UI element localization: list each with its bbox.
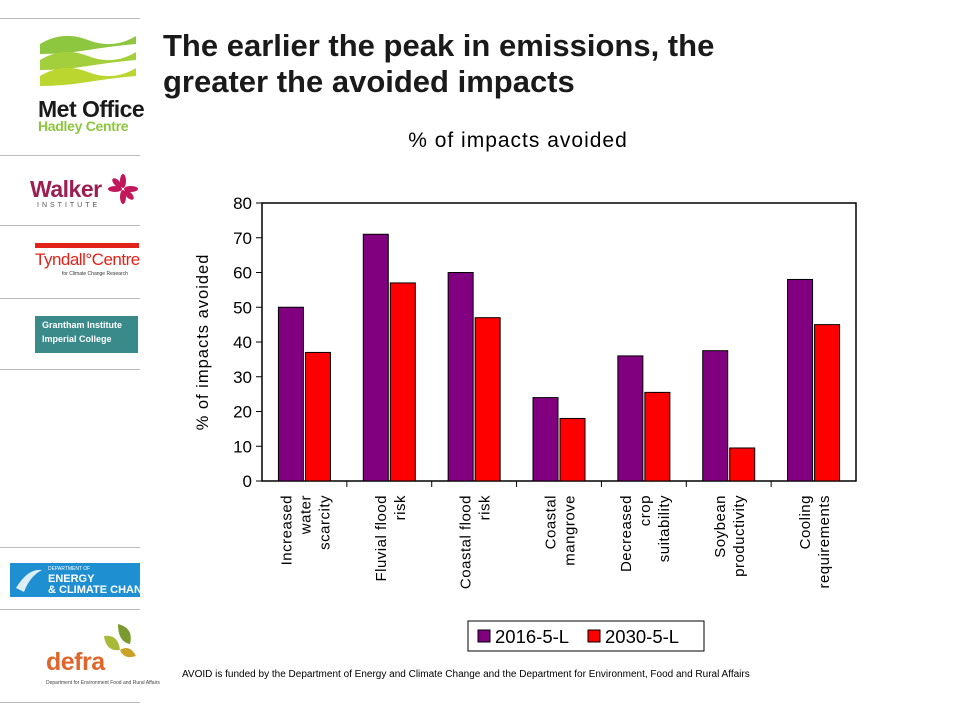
met-office-wave-icon bbox=[40, 35, 136, 86]
y-tick-label: 20 bbox=[233, 403, 252, 422]
y-tick-label: 70 bbox=[233, 229, 252, 248]
separator bbox=[0, 369, 140, 370]
chart-title: % of impacts avoided bbox=[408, 129, 628, 152]
separator bbox=[0, 547, 140, 548]
x-tick-label: Cooling bbox=[797, 495, 814, 549]
walker-institute-label: INSTITUTE bbox=[37, 202, 101, 209]
legend-label: 2030-5-L bbox=[605, 626, 679, 647]
bar-series1 bbox=[447, 272, 474, 482]
x-tick-label: risk bbox=[392, 495, 409, 520]
tyndall-red-bar bbox=[35, 243, 139, 248]
separator bbox=[0, 155, 140, 156]
legend-swatch bbox=[587, 629, 601, 643]
bar-chart: % of impacts avoided 0 10 20 30 40 50 60 70 80 % o… bbox=[194, 129, 857, 652]
x-tick-label: risk bbox=[477, 495, 494, 520]
x-tick-label: requirements bbox=[816, 495, 833, 589]
bar-series2 bbox=[559, 417, 586, 482]
slide-title: The earlier the peak in emissions, the g… bbox=[163, 28, 923, 100]
bar-series2 bbox=[644, 391, 671, 482]
x-tick-label: water bbox=[297, 495, 314, 535]
y-tick-label: 30 bbox=[233, 368, 252, 387]
bar-series2 bbox=[474, 317, 501, 482]
walker-name: Walker bbox=[30, 176, 102, 202]
defra-leaf-icon bbox=[104, 624, 136, 658]
x-tick-label: suitability bbox=[656, 495, 673, 562]
decc-swoosh-icon bbox=[16, 569, 42, 592]
bar-series1 bbox=[362, 233, 389, 482]
tyndall-subtitle: for Climate Change Research bbox=[62, 271, 128, 277]
slide-title-line1: The earlier the peak in emissions, the bbox=[163, 28, 715, 63]
y-tick-label: 80 bbox=[233, 194, 252, 213]
y-tick-label: 10 bbox=[233, 437, 252, 456]
x-tick-label: crop bbox=[637, 495, 654, 526]
plot-frame bbox=[261, 202, 857, 482]
funding-footer: AVOID is funded by the Department of Ene… bbox=[182, 669, 750, 680]
x-tick-label: Decreased bbox=[618, 495, 635, 572]
bar-series1 bbox=[702, 350, 729, 482]
slide-title-line2: greater the avoided impacts bbox=[163, 64, 575, 99]
separator bbox=[0, 609, 140, 610]
bar-series1 bbox=[787, 278, 814, 482]
x-tick-label: mangrove bbox=[562, 495, 579, 566]
y-axis-label: % of impacts avoided bbox=[194, 254, 212, 431]
separator bbox=[0, 298, 140, 299]
legend-label: 2016-5-L bbox=[495, 626, 569, 647]
legend-swatch bbox=[477, 629, 491, 643]
legend-box bbox=[467, 620, 705, 652]
x-tick-label: productivity bbox=[731, 495, 748, 577]
separator bbox=[0, 18, 140, 19]
y-tick-label: 0 bbox=[243, 472, 252, 491]
x-tick-label: scarcity bbox=[316, 495, 333, 550]
x-tick-label: Coastal bbox=[543, 495, 560, 549]
grantham-line2: Imperial College bbox=[42, 334, 112, 344]
hadley-centre-name: Hadley Centre bbox=[38, 118, 129, 134]
bar-series2 bbox=[389, 282, 416, 482]
bar-series1 bbox=[617, 355, 644, 482]
bar-series1 bbox=[277, 306, 304, 482]
grantham-logo-box bbox=[35, 316, 138, 353]
defra-subtitle: Department for Environment Food and Rura… bbox=[46, 680, 160, 686]
met-office-name: Met Office bbox=[38, 96, 145, 122]
x-tick-label: Soybean bbox=[712, 495, 729, 558]
bar-series2 bbox=[729, 447, 756, 482]
x-tick-label: Fluvial flood bbox=[373, 495, 390, 582]
bar-series2 bbox=[814, 324, 841, 482]
y-tick-label: 40 bbox=[233, 333, 252, 352]
grantham-line1: Grantham Institute bbox=[42, 320, 123, 330]
walker-flower-icon bbox=[108, 174, 138, 204]
y-tick-label: 60 bbox=[233, 264, 252, 283]
tyndall-name: Tyndall°Centre bbox=[35, 250, 140, 269]
y-tick-label: 50 bbox=[233, 298, 252, 317]
x-tick-label: Coastal flood bbox=[458, 495, 475, 589]
decc-logo-box bbox=[10, 563, 140, 597]
decc-line2: ENERGY bbox=[48, 573, 95, 585]
separator bbox=[0, 225, 140, 226]
decc-line3: & CLIMATE CHANGE bbox=[48, 584, 158, 596]
bar-series1 bbox=[532, 397, 559, 482]
sidebar: Met Office Hadley Centre Walker INSTITUT… bbox=[0, 0, 160, 720]
defra-name: defra bbox=[46, 648, 105, 676]
decc-line1: DEPARTMENT OF bbox=[48, 566, 91, 572]
x-tick-label: Increased bbox=[278, 495, 295, 565]
bar-series2 bbox=[304, 351, 331, 482]
separator bbox=[0, 702, 140, 703]
